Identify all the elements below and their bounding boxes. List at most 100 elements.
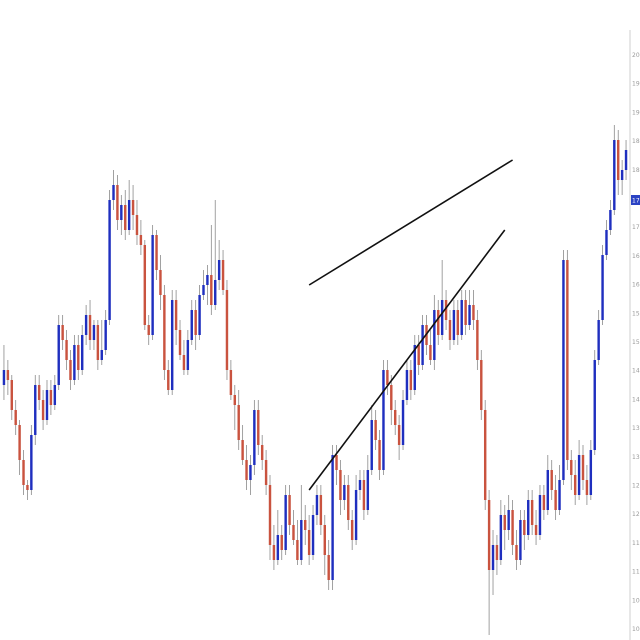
candle — [257, 400, 260, 455]
candle — [26, 480, 29, 500]
candle-body-down — [350, 520, 354, 540]
candle-body-down — [296, 540, 299, 560]
candle-body-up — [546, 470, 550, 510]
current-price-label: 17 — [632, 198, 640, 205]
candle-body-down — [554, 490, 557, 510]
candle — [393, 400, 397, 435]
candle — [605, 220, 608, 260]
candle — [401, 390, 405, 450]
y-tick-label: 13 — [632, 425, 640, 432]
candle-body-down — [581, 455, 585, 480]
candle-body-up — [499, 515, 503, 560]
candle — [214, 200, 217, 310]
candle-body-down — [534, 525, 538, 535]
candle — [507, 495, 510, 540]
candle — [139, 220, 143, 255]
y-axis: 20 19 19 18 18 17 17 16 16 15 15 14 14 13 13 12 12 11 11 10… — [629, 30, 640, 640]
y-tick-label: 14 — [632, 368, 640, 375]
candle-body-down — [37, 385, 41, 400]
candle-body-up — [370, 420, 373, 470]
candle-body-down — [116, 185, 119, 220]
candle — [405, 360, 409, 405]
candle-body-down — [390, 385, 393, 410]
candle — [339, 460, 342, 515]
candle-body-up — [276, 535, 280, 560]
candle-body-down — [241, 440, 244, 460]
candle-body-up — [80, 335, 84, 370]
candle — [437, 300, 440, 345]
candle — [221, 250, 225, 295]
pattern-lines-layer — [308, 159, 514, 491]
candle — [464, 290, 467, 335]
candle — [178, 320, 182, 360]
candle — [523, 510, 526, 550]
candle-body-down — [487, 500, 491, 570]
candle — [296, 520, 299, 565]
candle — [460, 290, 463, 340]
candle — [198, 285, 201, 340]
candle — [597, 310, 600, 365]
candle-body-down — [22, 460, 25, 485]
candle-body-down — [523, 520, 526, 535]
candle — [440, 260, 444, 340]
candle-body-down — [264, 460, 268, 485]
candle — [456, 300, 460, 345]
y-tick-label: 12 — [632, 483, 640, 490]
candle — [593, 350, 596, 455]
candle — [276, 510, 280, 565]
candle-body-down — [393, 410, 397, 425]
candle — [570, 450, 573, 490]
candle-body-down — [18, 425, 21, 460]
candle — [421, 315, 424, 370]
candle — [241, 425, 244, 465]
candle-body-up — [249, 465, 252, 480]
candle — [554, 475, 557, 520]
candle-body-down — [233, 395, 237, 405]
candle-body-up — [613, 140, 616, 210]
candle-body-down — [61, 325, 64, 340]
candle — [386, 360, 389, 395]
candle-body-up — [120, 205, 123, 220]
y-tick-label: 10 — [632, 626, 640, 633]
candle — [112, 170, 115, 210]
candle — [147, 315, 150, 345]
candle — [311, 505, 315, 560]
candle — [511, 500, 514, 555]
candle — [472, 290, 475, 330]
candle — [41, 390, 45, 430]
candle — [96, 320, 100, 370]
candle-body-up — [354, 490, 358, 540]
candle-body-up — [284, 495, 287, 550]
candle-body-down — [397, 425, 401, 445]
candle — [390, 375, 393, 425]
candle — [186, 330, 190, 375]
candle — [413, 335, 416, 395]
lower-trend-line — [308, 229, 506, 491]
candle — [542, 485, 546, 520]
candle-body-down — [260, 445, 264, 460]
candle-body-down — [14, 410, 17, 425]
candle — [159, 255, 162, 310]
candle — [558, 465, 561, 515]
candle — [49, 380, 53, 415]
candle — [304, 505, 307, 545]
candle-body-down — [288, 495, 291, 525]
candle-body-up — [190, 310, 193, 340]
candle — [417, 335, 420, 375]
candle — [80, 325, 84, 375]
candle-body-up — [624, 150, 628, 170]
candle-body-down — [49, 390, 53, 405]
candle-body-up — [53, 385, 57, 405]
candle-body-down — [483, 410, 487, 500]
candle — [409, 360, 413, 400]
candle — [155, 230, 158, 280]
candle-body-up — [413, 345, 416, 390]
candle — [429, 330, 432, 365]
candle-body-down — [26, 485, 29, 490]
candle-body-down — [417, 345, 420, 365]
candle-body-up — [151, 235, 154, 335]
candle-body-down — [139, 235, 143, 245]
candle-body-up — [440, 300, 444, 335]
candle — [530, 490, 534, 535]
candle — [503, 505, 506, 550]
